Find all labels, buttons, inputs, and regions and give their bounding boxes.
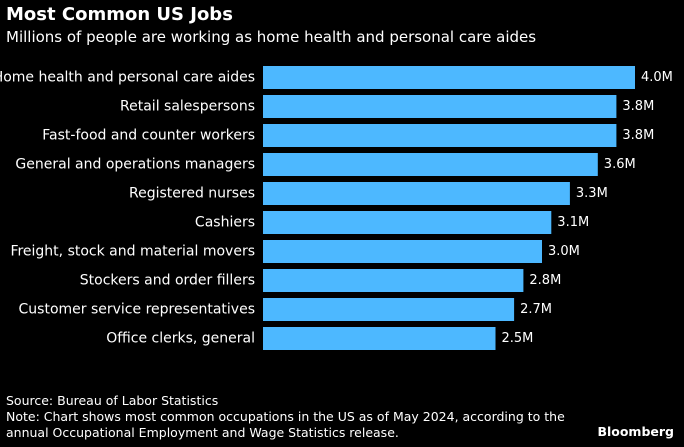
value-label: 2.7M: [520, 302, 552, 317]
chart-subtitle: Millions of people are working as home h…: [6, 28, 537, 46]
value-label: 3.1M: [557, 215, 589, 230]
bar: [263, 153, 598, 176]
category-label: Retail salespersons: [120, 99, 255, 115]
bar: [263, 95, 617, 118]
category-label: Office clerks, general: [106, 331, 255, 347]
bar: [263, 298, 515, 321]
value-label: 3.8M: [622, 128, 654, 143]
bar: [263, 269, 524, 292]
bar: [263, 66, 635, 89]
chart-footer: Source: Bureau of Labor Statistics Note:…: [6, 393, 586, 441]
category-label: Home health and personal care aides: [0, 70, 255, 86]
category-label: Fast-food and counter workers: [42, 128, 255, 144]
chart-title: Most Common US Jobs: [6, 4, 233, 25]
value-label: 2.8M: [529, 273, 561, 288]
category-label: Cashiers: [195, 215, 255, 231]
bar: [263, 327, 496, 350]
source-note: Source: Bureau of Labor Statistics: [6, 393, 219, 408]
bar: [263, 182, 570, 205]
category-label: Freight, stock and material movers: [10, 244, 255, 260]
bar: [263, 211, 552, 234]
bloomberg-logo: Bloomberg: [597, 424, 674, 439]
category-label: Customer service representatives: [19, 302, 255, 318]
value-label: 4.0M: [641, 70, 673, 85]
chart-note: Note: Chart shows most common occupation…: [6, 409, 565, 440]
value-label: 3.6M: [604, 157, 636, 172]
category-label: General and operations managers: [15, 157, 255, 173]
value-label: 2.5M: [502, 331, 534, 346]
bar: [263, 240, 542, 263]
value-label: 3.0M: [548, 244, 580, 259]
category-label: Registered nurses: [129, 186, 255, 202]
category-label: Stockers and order fillers: [80, 273, 255, 289]
bar: [263, 124, 617, 147]
value-label: 3.8M: [622, 99, 654, 114]
value-label: 3.3M: [576, 186, 608, 201]
